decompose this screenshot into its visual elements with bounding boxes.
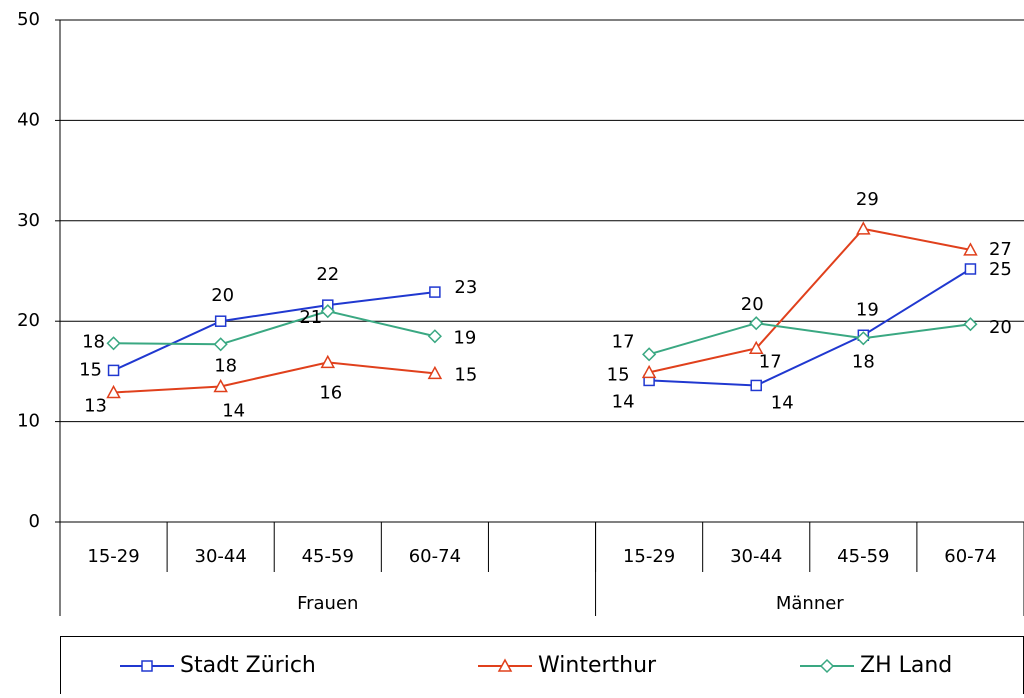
- marker: [642, 347, 657, 362]
- data-label: 17: [759, 351, 782, 372]
- data-label: 13: [84, 395, 107, 416]
- series-line: [648, 322, 971, 356]
- marker: [141, 660, 153, 672]
- x-tick-label: 15-29: [87, 546, 139, 567]
- data-label: 27: [989, 239, 1012, 260]
- marker: [963, 317, 978, 332]
- y-tick-label: 10: [17, 411, 40, 432]
- x-tick-label: 15-29: [623, 546, 675, 567]
- data-label: 20: [989, 317, 1012, 338]
- data-label: 23: [454, 277, 477, 298]
- marker: [748, 340, 764, 355]
- marker: [749, 316, 764, 331]
- data-label: 14: [222, 400, 245, 421]
- marker: [856, 221, 871, 235]
- data-label: 25: [989, 259, 1012, 280]
- data-label: 16: [319, 382, 342, 403]
- data-label: 18: [82, 331, 105, 352]
- data-label: 17: [612, 331, 635, 352]
- data-label: 19: [856, 299, 879, 320]
- marker: [429, 286, 441, 298]
- x-tick-label: 60-74: [409, 546, 461, 567]
- marker: [819, 658, 835, 674]
- data-label: 20: [741, 294, 764, 315]
- series-line: [649, 268, 971, 387]
- y-tick-label: 0: [29, 511, 40, 532]
- series-line: [113, 310, 436, 346]
- x-tick-label: 60-74: [944, 546, 996, 567]
- y-tick-label: 30: [17, 210, 40, 231]
- data-label: 19: [453, 327, 476, 348]
- marker: [497, 658, 513, 672]
- x-tick-label: 45-59: [837, 546, 889, 567]
- group-label: Männer: [776, 593, 844, 614]
- marker: [964, 263, 977, 275]
- legend-label: ZH Land: [860, 653, 952, 678]
- data-label: 15: [454, 364, 477, 385]
- data-label: 15: [79, 359, 102, 380]
- y-tick-label: 20: [17, 310, 40, 331]
- data-label: 22: [316, 264, 339, 285]
- group-label: Frauen: [297, 593, 358, 614]
- y-tick-label: 40: [17, 109, 40, 130]
- y-tick-label: 50: [17, 9, 40, 30]
- marker: [641, 364, 657, 379]
- legend-label: Winterthur: [538, 653, 657, 678]
- series-line: [648, 227, 971, 374]
- marker: [750, 379, 762, 392]
- data-label: 14: [612, 391, 635, 412]
- x-tick-label: 30-44: [730, 546, 782, 567]
- marker: [320, 304, 335, 319]
- marker: [106, 384, 121, 399]
- marker: [107, 364, 120, 377]
- marker: [963, 242, 978, 256]
- series-line: [113, 361, 435, 394]
- x-tick-label: 30-44: [195, 546, 247, 567]
- data-label: 29: [856, 189, 879, 210]
- marker: [213, 378, 228, 393]
- data-label: 18: [214, 355, 237, 376]
- data-label: 18: [852, 351, 875, 372]
- data-label: 15: [607, 364, 630, 385]
- series-line: [113, 291, 436, 372]
- data-label: 21: [299, 307, 322, 328]
- marker: [427, 329, 442, 344]
- marker: [320, 354, 336, 369]
- x-tick-label: 45-59: [302, 546, 354, 567]
- data-label: 14: [771, 392, 794, 413]
- marker: [856, 331, 871, 346]
- marker: [214, 315, 227, 327]
- data-label: 20: [211, 285, 234, 306]
- marker: [427, 365, 443, 380]
- marker: [213, 337, 228, 352]
- marker: [106, 336, 121, 351]
- legend-label: Stadt Zürich: [180, 653, 316, 678]
